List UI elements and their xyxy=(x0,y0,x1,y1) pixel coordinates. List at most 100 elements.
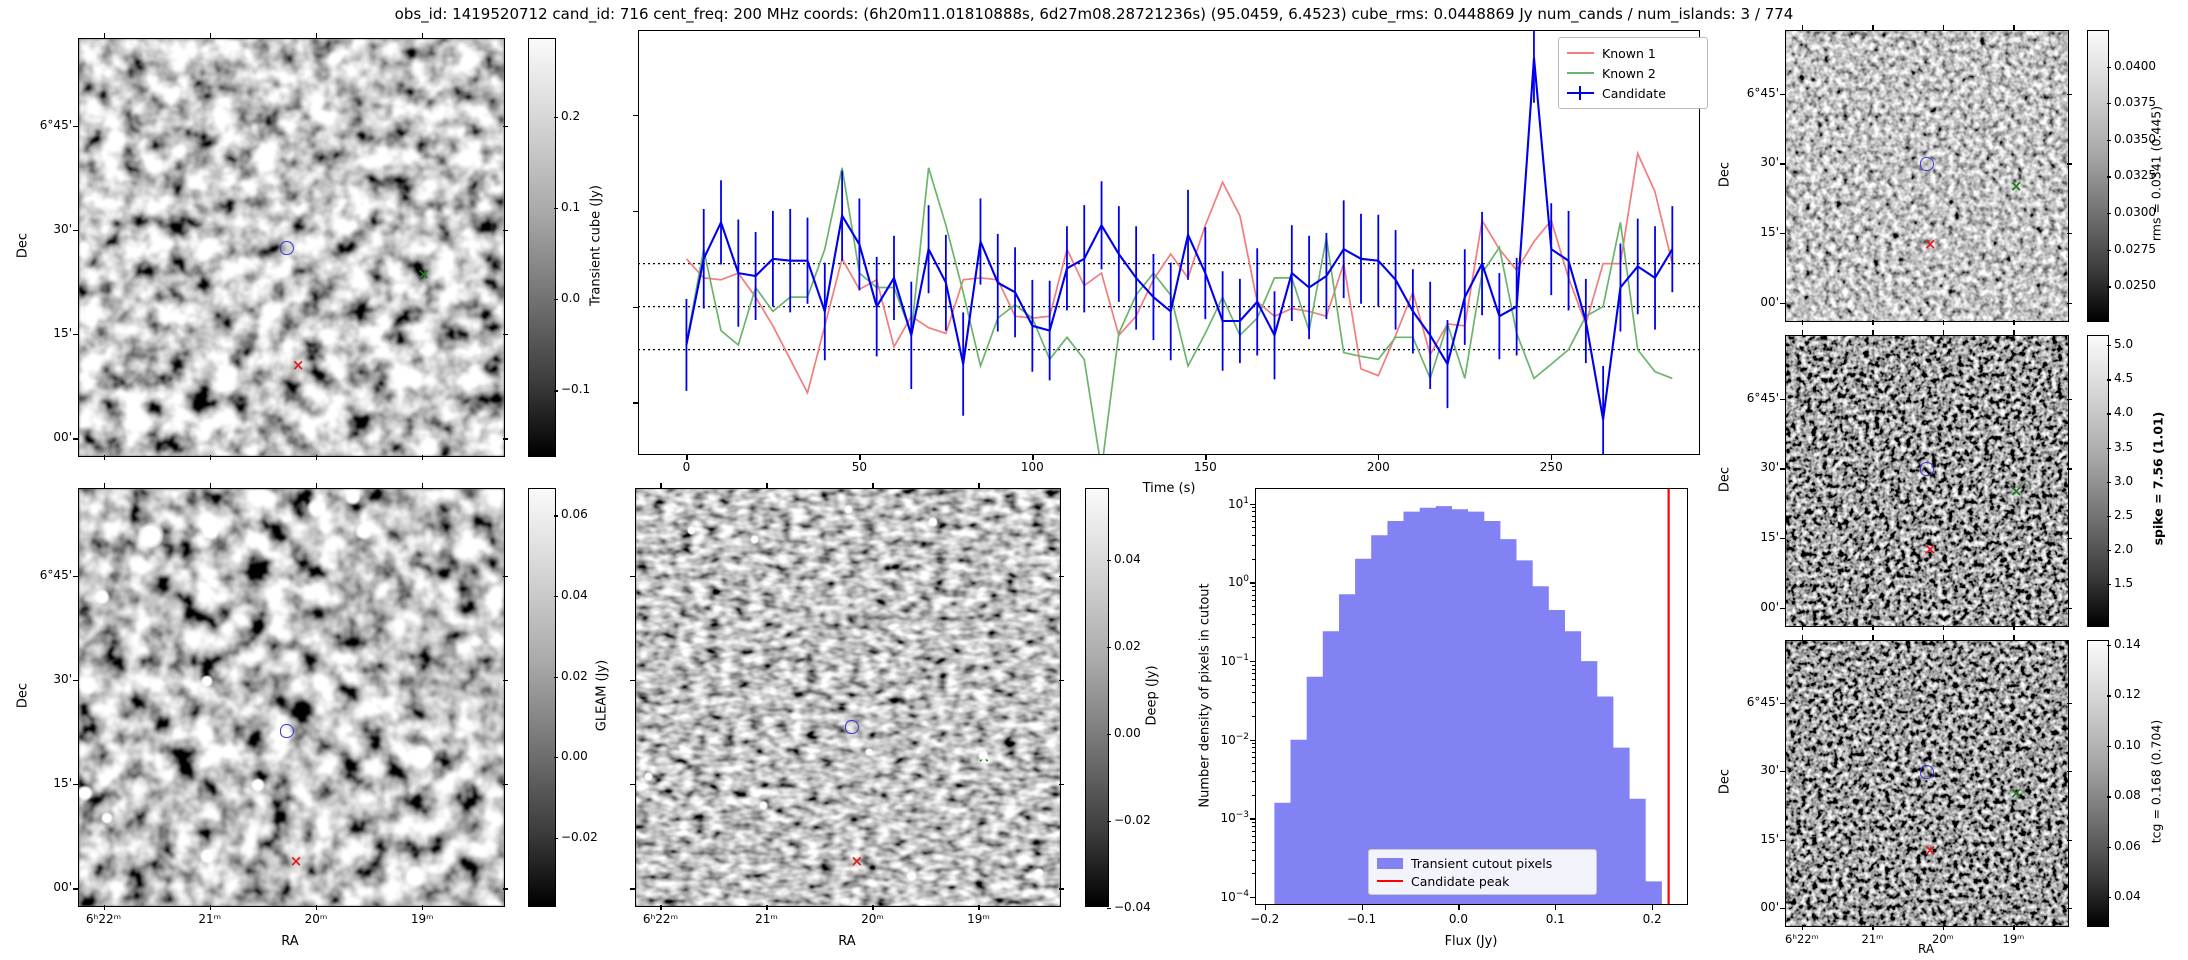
axis-tick xyxy=(1252,590,1255,592)
axis-tick xyxy=(630,784,635,786)
colorbar-tick-label: 0.04 xyxy=(1114,551,1141,566)
ra-tick-label: 20ᵐ xyxy=(1932,932,1954,946)
axis-tick xyxy=(554,208,558,210)
axis-tick xyxy=(1942,625,1945,630)
candidate-contour-marker xyxy=(1920,157,1934,172)
ra-tick-label: 21ᵐ xyxy=(755,912,778,926)
colorbar-tick-label: −0.02 xyxy=(1114,812,1151,827)
axis-tick xyxy=(1252,780,1255,782)
bright-source-blob xyxy=(927,517,938,528)
axis-tick xyxy=(2107,481,2111,483)
axis-tick xyxy=(2067,702,2072,704)
bright-source-blob xyxy=(411,743,436,768)
axis-tick xyxy=(1252,757,1255,759)
axis-tick xyxy=(1252,544,1255,546)
deep-cutout-image: ×× xyxy=(635,488,1061,907)
axis-tick xyxy=(1780,233,1785,235)
known1-position-marker: × xyxy=(1923,539,1937,558)
colorbar-tick-label: 1.5 xyxy=(2114,576,2134,591)
colorbar-tick-label: 0.12 xyxy=(2114,687,2141,702)
peak-line-swatch xyxy=(1377,880,1403,882)
colorbar-tick-label: −0.02 xyxy=(561,829,598,844)
histogram-patch-swatch xyxy=(1377,857,1403,869)
time-tick-label: 0 xyxy=(682,460,691,474)
ra-tick-label: 6ʰ22ᵐ xyxy=(1785,932,1819,946)
axis-tick xyxy=(73,334,78,336)
noise-texture xyxy=(1786,641,2068,926)
axis-tick xyxy=(2107,213,2111,215)
time-tick-label: 150 xyxy=(1193,460,1217,474)
bright-source-blob xyxy=(345,489,362,506)
gleam-cutout-image: ×× xyxy=(78,488,505,907)
colorbar-tick-label: 0.0350 xyxy=(2114,131,2156,146)
ra-tick-label: 6ʰ22ᵐ xyxy=(85,912,122,926)
bright-source-blob xyxy=(686,526,696,536)
axis-tick xyxy=(1252,594,1255,596)
axis-tick xyxy=(503,888,508,890)
known2-position-marker: × xyxy=(417,264,430,283)
axis-tick xyxy=(633,210,638,213)
time-tick-label: 100 xyxy=(1020,460,1044,474)
axis-tick xyxy=(1780,907,1785,910)
candidate-errorbar-swatch xyxy=(1567,86,1594,100)
axis-tick xyxy=(2107,447,2111,449)
axis-tick xyxy=(503,784,508,786)
axis-tick xyxy=(2107,584,2111,586)
known2-position-marker: × xyxy=(2009,176,2023,195)
known2-line-swatch xyxy=(1567,72,1594,74)
density-tick-label: 100 xyxy=(1227,574,1249,590)
axis-tick xyxy=(1250,739,1255,741)
axis-tick xyxy=(1872,635,1874,640)
axis-tick xyxy=(1252,511,1255,513)
axis-tick xyxy=(978,483,980,488)
axis-tick xyxy=(1780,702,1785,704)
ra-tick-label: 21ᵐ xyxy=(198,912,222,926)
axis-tick xyxy=(103,905,105,910)
dec-tick-label: 15' xyxy=(1760,831,1779,846)
axis-tick xyxy=(686,455,688,460)
axis-tick xyxy=(1942,925,1945,930)
dec-tick-label: 6°45' xyxy=(1746,390,1779,405)
axis-tick xyxy=(633,115,638,117)
transient-cutout-image: × × xyxy=(78,38,505,457)
deep-colorbar xyxy=(1085,488,1109,907)
known2-position-marker: × xyxy=(2009,481,2023,500)
axis-tick xyxy=(1942,25,1945,30)
axis-tick xyxy=(209,483,211,488)
axis-tick xyxy=(1252,763,1255,765)
axis-tick xyxy=(503,575,508,577)
axis-tick xyxy=(73,229,78,231)
legend-label: Candidate xyxy=(1602,85,1666,101)
axis-tick xyxy=(1872,320,1874,325)
candidate-contour-marker xyxy=(845,719,860,734)
bright-source-blob xyxy=(843,505,853,515)
colorbar-tick-label: 0.00 xyxy=(561,749,588,764)
axis-tick xyxy=(1942,320,1945,325)
axis-tick xyxy=(209,455,211,460)
axis-tick xyxy=(2067,607,2072,609)
axis-tick xyxy=(2067,233,2072,235)
colorbar-tick-label: −0.04 xyxy=(1114,900,1151,915)
bright-source-blob xyxy=(307,497,327,518)
axis-tick xyxy=(2013,625,2015,630)
dec-tick-label: 6°45' xyxy=(1746,694,1779,709)
dec-tick-label: 6°45' xyxy=(1746,85,1779,100)
density-tick-label: 101 xyxy=(1227,495,1249,511)
axis-tick xyxy=(1252,873,1255,875)
legend-label: Known 2 xyxy=(1602,65,1656,81)
axis-tick xyxy=(503,334,508,336)
ra-tick-label: 19ᵐ xyxy=(967,912,990,926)
axis-tick xyxy=(1252,743,1255,745)
axis-tick xyxy=(1059,784,1064,786)
axis-tick xyxy=(2107,695,2111,697)
axis-tick xyxy=(1252,692,1255,694)
colorbar-tick-label: 0.10 xyxy=(2114,737,2141,752)
axis-tick xyxy=(1059,575,1064,577)
axis-tick xyxy=(2107,66,2111,68)
bright-source-blob xyxy=(250,778,265,793)
axis-tick xyxy=(872,483,874,488)
axis-tick xyxy=(103,483,105,488)
ra-axis-label: RA xyxy=(838,934,856,949)
ra-axis-label: RA xyxy=(1917,942,1935,956)
